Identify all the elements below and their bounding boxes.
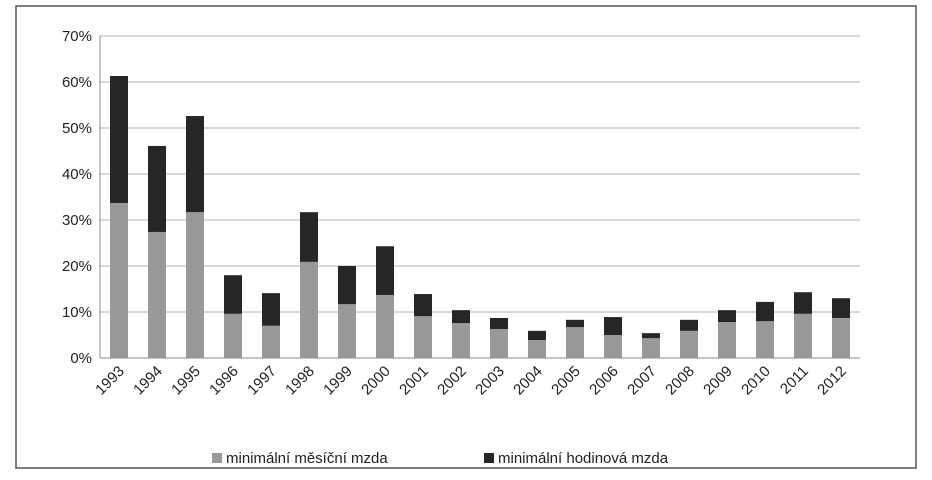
bar-segment [262, 325, 280, 358]
y-tick-label: 10% [62, 304, 92, 321]
bar-segment [604, 335, 622, 358]
legend-swatch [212, 453, 222, 463]
bar-segment [490, 329, 508, 358]
y-tick-label: 30% [62, 212, 92, 229]
x-tick-label: 1997 [244, 363, 280, 399]
x-tick-label: 2007 [624, 363, 660, 399]
bar-segment [756, 301, 774, 322]
x-tick-label: 1999 [320, 363, 356, 399]
bar-segment [148, 231, 166, 358]
y-tick-label: 40% [62, 166, 92, 183]
x-tick-label: 1998 [282, 363, 318, 399]
x-tick-label: 2003 [472, 363, 508, 399]
bar-segment [186, 116, 204, 213]
bar-segment [224, 313, 242, 358]
bar-segment [794, 313, 812, 358]
bar-segment [376, 246, 394, 295]
bar-segment [604, 317, 622, 335]
bar-segment [414, 316, 432, 358]
y-tick-label: 70% [62, 28, 92, 45]
bar-segment [756, 321, 774, 358]
bar-segment [566, 319, 584, 328]
bar-segment [718, 322, 736, 358]
bar-segment [262, 293, 280, 326]
bar-segment [452, 323, 470, 358]
y-tick-label: 0% [70, 350, 92, 367]
x-tick-label: 2008 [662, 363, 698, 399]
bar-segment [110, 202, 128, 358]
x-tick-label: 2012 [814, 363, 850, 399]
bar-segment [490, 317, 508, 330]
x-tick-label: 2005 [548, 363, 584, 399]
chart-frame [15, 5, 917, 469]
x-tick-label: 2000 [358, 363, 394, 399]
bar-segment [300, 212, 318, 262]
bar-segment [110, 76, 128, 203]
x-tick-label: 2002 [434, 363, 470, 399]
bar-segment [414, 294, 432, 317]
x-tick-label: 2009 [700, 363, 736, 399]
bar-segment [832, 317, 850, 358]
legend-swatch [484, 453, 494, 463]
bar-segment [566, 327, 584, 358]
bar-segment [680, 319, 698, 331]
x-tick-label: 2001 [396, 363, 432, 399]
y-tick-label: 20% [62, 258, 92, 275]
bar-segment [642, 338, 660, 358]
x-tick-label: 2004 [510, 363, 546, 399]
bar-segment [148, 145, 166, 232]
x-tick-label: 1995 [168, 363, 204, 399]
bar-segment [452, 310, 470, 324]
bar-segment [528, 330, 546, 341]
bar-segment [794, 292, 812, 314]
bar-segment [680, 330, 698, 358]
bar-segment [832, 298, 850, 318]
y-tick-label: 60% [62, 74, 92, 91]
legend-label: minimální měsíční mzda [226, 450, 388, 467]
bar-segment [718, 310, 736, 323]
bar-segment [300, 261, 318, 358]
legend-label: minimální hodinová mzda [498, 450, 669, 467]
bar-segment [528, 340, 546, 358]
bar-segment [338, 266, 356, 305]
x-tick-label: 1996 [206, 363, 242, 399]
y-tick-label: 50% [62, 120, 92, 137]
x-tick-label: 1993 [92, 363, 128, 399]
bar-segment [642, 333, 660, 339]
x-tick-label: 2006 [586, 363, 622, 399]
x-tick-label: 1994 [130, 363, 166, 399]
bar-segment [224, 275, 242, 314]
bar-segment [338, 304, 356, 358]
x-tick-label: 2011 [777, 363, 812, 398]
bar-segment [376, 294, 394, 358]
bar-segment [186, 212, 204, 358]
x-tick-label: 2010 [738, 363, 774, 399]
